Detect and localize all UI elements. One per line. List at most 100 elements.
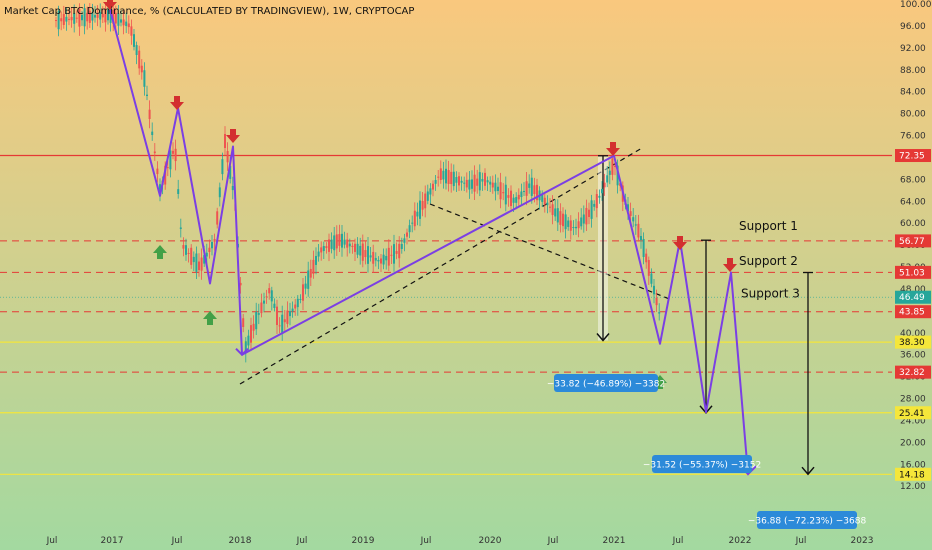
candle-body-18 — [101, 13, 104, 18]
candle-body-125 — [380, 258, 382, 264]
candle-body-210 — [601, 188, 603, 194]
x-tick-label: 2022 — [729, 536, 752, 546]
price-label-1: 56.77 — [899, 237, 925, 247]
price-label-6: 25.41 — [899, 409, 925, 419]
candle-body-66 — [226, 151, 229, 163]
candle-body-112 — [346, 239, 349, 248]
candle-body-101 — [317, 251, 320, 257]
price-label-0: 72.35 — [899, 152, 925, 162]
candle-body-0 — [55, 20, 57, 22]
candle-body-55 — [198, 261, 200, 271]
candle-body-26 — [122, 19, 125, 26]
candle-body-169 — [494, 182, 497, 192]
candle-body-44 — [169, 150, 172, 170]
x-tick-label: Jul — [46, 536, 58, 546]
x-tick-label: 2018 — [229, 536, 252, 546]
candle-body-107 — [333, 235, 336, 251]
candle-body-202 — [580, 217, 583, 227]
candle-body-1 — [57, 10, 60, 30]
candle-body-180 — [523, 191, 525, 193]
candle-body-20 — [107, 10, 109, 21]
candle-body-60 — [211, 242, 213, 249]
candle-body-27 — [125, 21, 128, 27]
candle-body-159 — [468, 179, 471, 190]
candle-body-82 — [268, 288, 271, 294]
candle-body-2 — [60, 18, 63, 22]
candle-body-81 — [265, 296, 268, 298]
price-label-4: 38.30 — [899, 338, 925, 348]
candle-body-28 — [127, 23, 130, 28]
candle-body-153 — [452, 171, 455, 187]
candle-body-136 — [408, 225, 411, 233]
candle-body-206 — [590, 200, 593, 219]
candle-body-147 — [437, 176, 440, 178]
zigzag-arrowhead-0 — [235, 348, 249, 357]
candle-body-61 — [213, 239, 216, 242]
measure-arrowhead-0 — [596, 332, 610, 342]
candle-body-149 — [442, 170, 445, 180]
candle-body-141 — [421, 200, 424, 210]
candle-body-134 — [403, 238, 406, 243]
candle-body-68 — [231, 185, 234, 191]
candle-body-129 — [390, 254, 393, 256]
candle-body-193 — [556, 208, 559, 223]
measure-label-bg-2 — [757, 511, 857, 529]
candle-body-165 — [484, 172, 486, 186]
candle-body-166 — [486, 180, 489, 183]
candle-body-29 — [130, 26, 133, 36]
candle-body-130 — [393, 244, 395, 264]
candle-body-94 — [299, 298, 302, 300]
candle-body-5 — [68, 18, 70, 20]
candle-body-99 — [312, 259, 315, 274]
up-arrow-2 — [653, 375, 667, 389]
candle-body-188 — [543, 197, 546, 205]
candle-body-128 — [387, 247, 390, 266]
candle-body-13 — [88, 10, 91, 23]
candle-body-181 — [525, 181, 528, 196]
support-label-0: Support 1 — [739, 219, 798, 233]
candle-body-93 — [296, 298, 299, 308]
candle-body-79 — [260, 302, 263, 314]
candle-body-52 — [190, 247, 193, 265]
candle-body-227 — [645, 253, 648, 263]
candle-body-154 — [455, 177, 458, 183]
candle-body-115 — [354, 243, 356, 252]
down-arrow-5 — [723, 258, 737, 272]
x-tick-label: 2017 — [101, 536, 124, 546]
candle-body-92 — [294, 304, 297, 309]
candle-body-133 — [400, 243, 403, 250]
candle-body-63 — [218, 187, 221, 198]
candle-body-176 — [512, 197, 515, 203]
candle-body-119 — [364, 250, 367, 258]
measure-arrowhead-2 — [801, 466, 815, 476]
candle-body-145 — [432, 183, 434, 190]
candle-body-65 — [224, 134, 226, 148]
candle-body-100 — [315, 255, 317, 265]
x-tick-label: 2019 — [352, 536, 375, 546]
candle-body-114 — [351, 245, 354, 248]
y-tick-label: 16.00 — [900, 460, 926, 470]
candle-body-12 — [86, 12, 89, 22]
candle-body-157 — [463, 182, 466, 184]
candle-body-103 — [322, 246, 325, 252]
candle-body-229 — [650, 273, 653, 284]
candle-body-197 — [567, 220, 570, 227]
candle-body-203 — [582, 214, 585, 224]
candle-body-8 — [75, 17, 78, 19]
candle-body-200 — [575, 226, 577, 229]
candle-body-213 — [608, 170, 611, 175]
candle-body-215 — [614, 165, 616, 168]
candle-body-164 — [481, 179, 484, 182]
candle-body-38 — [153, 151, 156, 154]
candle-body-43 — [166, 167, 169, 169]
candle-body-168 — [491, 182, 494, 188]
candle-body-33 — [140, 65, 143, 73]
candle-body-201 — [577, 221, 580, 229]
candle-body-192 — [554, 208, 557, 217]
candle-body-88 — [283, 319, 286, 323]
candle-body-50 — [185, 245, 187, 255]
x-tick-label: Jul — [296, 536, 308, 546]
candle-body-155 — [458, 176, 460, 186]
candle-body-10 — [81, 14, 83, 21]
